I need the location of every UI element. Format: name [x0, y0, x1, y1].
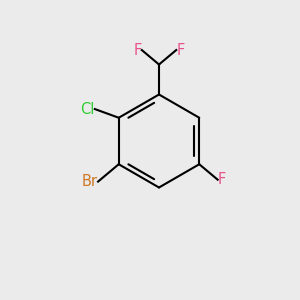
Text: Cl: Cl	[80, 101, 95, 116]
Text: Br: Br	[82, 174, 98, 189]
Text: F: F	[176, 43, 184, 58]
Text: F: F	[218, 172, 226, 187]
Text: F: F	[134, 43, 142, 58]
